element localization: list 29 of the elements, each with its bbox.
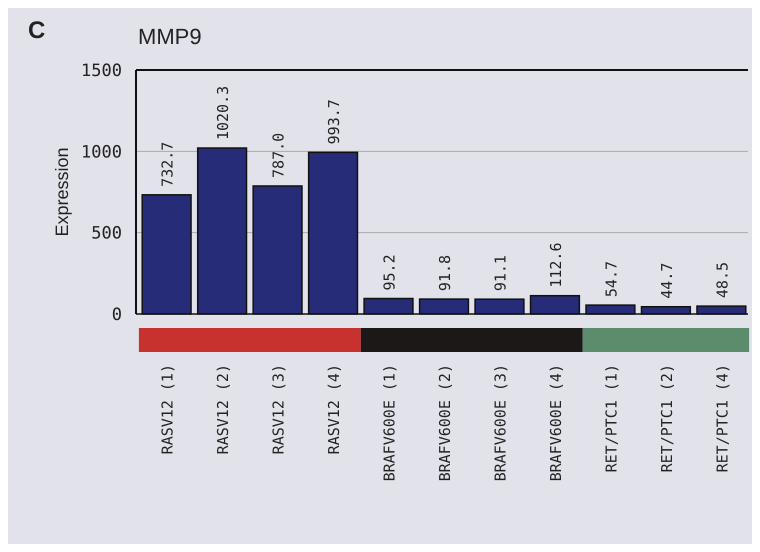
y-tick-label: 1500 (81, 61, 122, 81)
x-tick-label: RASV12 (1) (158, 364, 177, 454)
data-label: 48.5 (713, 262, 732, 298)
data-label: 112.6 (546, 242, 565, 288)
x-tick-label: RASV12 (3) (270, 364, 288, 454)
x-tick-label: BRAFV600E (3) (491, 364, 510, 482)
x-tick-label: BRAFV600E (2) (436, 364, 454, 482)
x-tick-label: RASV12 (4) (325, 364, 344, 454)
data-label: 54.7 (602, 260, 620, 298)
data-label: 91.1 (491, 255, 510, 292)
chart-title: MMP9 (138, 24, 202, 49)
y-axis-title: Expression (52, 147, 72, 237)
y-tick-label: 500 (91, 224, 122, 244)
data-label: 1020.3 (214, 86, 232, 140)
x-tick-label: RET/PTC1 (4) (713, 364, 732, 472)
data-label: 993.7 (325, 99, 344, 144)
data-label: 91.8 (436, 254, 454, 292)
x-tick-label: BRAFV600E (1) (380, 364, 399, 482)
data-label: 732.7 (158, 142, 177, 187)
y-tick-label: 0 (112, 305, 122, 325)
data-label: 95.2 (380, 254, 399, 291)
data-label: 44.7 (658, 262, 676, 299)
x-tick-label: RASV12 (2) (214, 364, 232, 454)
data-label: 787.0 (270, 132, 288, 178)
x-tick-label: RET/PTC1 (2) (658, 364, 676, 472)
x-tick-label: RET/PTC1 (1) (602, 364, 620, 472)
x-tick-label: BRAFV600E (4) (546, 364, 565, 482)
y-tick-label: 1000 (81, 142, 122, 162)
text: C (28, 17, 46, 44)
